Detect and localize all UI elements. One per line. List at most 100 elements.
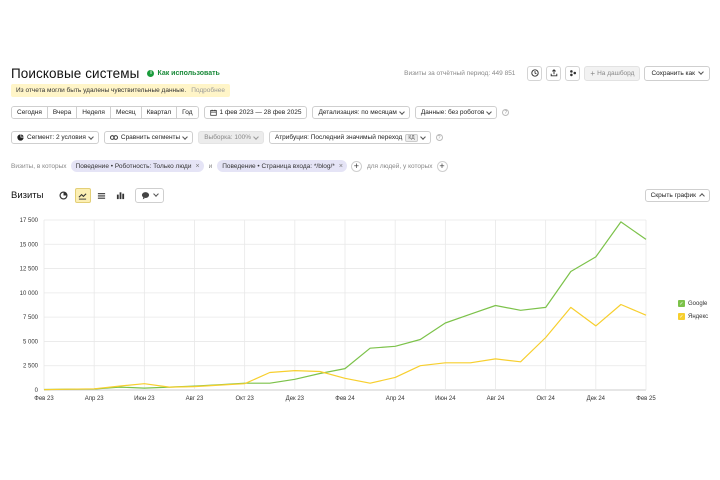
period-today[interactable]: Сегодня (12, 107, 48, 118)
period-year[interactable]: Год (177, 107, 198, 118)
sample-label: Выборка: 100% (204, 134, 252, 141)
info-icon: i (147, 69, 155, 77)
how-to-use-label: Как использовать (157, 69, 220, 77)
filter-conjunction: и (208, 162, 213, 170)
period-week[interactable]: Неделя (77, 107, 111, 118)
y-axis: 0 2 500 5 000 7 500 10 000 12 500 15 000 17 500 (20, 218, 39, 394)
calendar-icon (209, 109, 217, 116)
y-tick-label: 17 500 (20, 218, 39, 224)
chevron-down-icon (399, 108, 405, 115)
chevron-down-icon (253, 133, 259, 140)
report-header: Поисковые системы i Как использовать Виз… (11, 63, 710, 83)
hide-chart-button[interactable]: Скрыть график (644, 188, 710, 202)
x-tick-label: Июн 24 (435, 396, 456, 402)
x-tick-label: Апр 24 (386, 396, 406, 402)
help-icon[interactable]: ? (502, 109, 510, 116)
x-tick-label: Июн 23 (134, 396, 155, 402)
add-to-dashboard-label: На дашборд (597, 69, 635, 77)
share-button[interactable] (565, 65, 581, 81)
filter-conditions: Визиты, в которых Поведение • Роботность… (11, 160, 448, 172)
chart-legend: ✓ Google ✓ Яндекс (678, 300, 708, 326)
export-button[interactable] (546, 65, 562, 81)
chart-header: Визиты Скрыть график (11, 187, 710, 203)
sample-dropdown[interactable]: Выборка: 100% (198, 131, 265, 144)
checkbox-icon[interactable]: ✓ (678, 313, 685, 320)
filter-chip-entry-page[interactable]: Поведение • Страница входа: */blog/* × (217, 160, 347, 172)
bar-chart-icon (116, 191, 125, 199)
share-icon (570, 70, 576, 77)
annotations-dropdown[interactable] (134, 187, 164, 203)
compare-segments-dropdown[interactable]: Сравнить сегменты (103, 131, 194, 144)
history-button[interactable] (527, 65, 543, 81)
chevron-down-icon (419, 133, 426, 140)
upload-icon (550, 69, 558, 77)
detail-dropdown[interactable]: Детализация: по месяцам (312, 106, 410, 119)
add-to-dashboard-button[interactable]: + На дашборд (584, 65, 641, 81)
y-tick-label: 10 000 (20, 291, 39, 297)
detail-label: Детализация: по месяцам (318, 109, 397, 116)
x-tick-label: Фев 23 (34, 396, 54, 402)
bar-chart-button[interactable] (113, 188, 129, 203)
chart-series (43, 221, 647, 391)
chevron-down-icon (88, 133, 94, 140)
period-month[interactable]: Месяц (110, 107, 142, 118)
area-chart-button[interactable] (94, 188, 110, 203)
stacked-area-icon (97, 192, 106, 199)
filter-prefix: Визиты, в которых (11, 162, 67, 170)
notice-more-link[interactable]: Подробнее (191, 87, 225, 94)
filter-chip-robots[interactable]: Поведение • Роботность: Только люди × (70, 160, 204, 172)
period-yesterday[interactable]: Вчера (47, 107, 78, 118)
legend-item-yandex[interactable]: ✓ Яндекс (678, 313, 708, 320)
y-tick-label: 5 000 (23, 339, 39, 345)
legend-item-google[interactable]: ✓ Google (678, 300, 708, 307)
x-tick-label: Окт 24 (536, 396, 555, 402)
chevron-down-icon (152, 191, 159, 197)
hide-chart-label: Скрыть график (650, 191, 696, 199)
close-icon[interactable]: × (338, 162, 343, 170)
x-tick-label: Дек 24 (587, 396, 606, 402)
period-quarter[interactable]: Квартал (141, 107, 178, 118)
visits-line-chart[interactable]: 0 2 500 5 000 7 500 10 000 12 500 15 000 17 500… (0, 210, 720, 410)
close-icon[interactable]: × (195, 162, 200, 170)
attribution-dropdown[interactable]: Атрибуция: Последний значимый переход КД (269, 131, 431, 144)
add-user-filter-button[interactable]: + (436, 160, 448, 172)
x-tick-label: Авг 23 (186, 396, 204, 402)
chevron-down-icon (182, 133, 189, 140)
checkbox-icon[interactable]: ✓ (678, 300, 685, 307)
compare-segments-label: Сравнить сегменты (120, 134, 181, 141)
line-chart-icon (78, 192, 87, 200)
how-to-use-link[interactable]: i Как использовать (147, 69, 220, 77)
chevron-down-icon (486, 108, 493, 115)
y-tick-label: 2 500 (23, 364, 39, 370)
sensitive-data-notice: Из отчета могли быть удалены чувствитель… (11, 84, 230, 97)
add-visit-filter-button[interactable]: + (350, 160, 362, 172)
date-range-picker[interactable]: 1 фев 2023 — 28 фев 2025 (203, 106, 308, 119)
help-icon[interactable]: ? (435, 134, 443, 141)
pie-chart-icon (59, 190, 68, 200)
segment-label: Сегмент: 2 условия (27, 134, 86, 141)
series-line-yandex (43, 303, 647, 391)
attribution-kd-badge: КД (405, 133, 418, 142)
x-tick-label: Дек 23 (286, 396, 305, 402)
save-as-label: Сохранить как (651, 69, 695, 77)
y-tick-label: 0 (35, 388, 39, 394)
x-tick-label: Окт 23 (235, 396, 254, 402)
x-tick-label: Апр 23 (85, 396, 105, 402)
metric-label: Визиты (11, 189, 44, 201)
x-tick-label: Фев 25 (636, 396, 656, 402)
filter-chip-label: Поведение • Страница входа: */blog/* (222, 162, 335, 170)
chevron-up-icon (699, 193, 705, 199)
line-chart-button[interactable] (74, 187, 91, 203)
header-actions: Визиты за отчётный период: 449 851 + На … (404, 65, 710, 81)
filter-chip-label: Поведение • Роботность: Только люди (75, 162, 192, 170)
x-tick-label: Фев 24 (335, 396, 355, 402)
data-dropdown[interactable]: Данные: без роботов (414, 106, 498, 119)
save-as-button[interactable]: Сохранить как (644, 65, 710, 81)
segment-dropdown[interactable]: Сегмент: 2 условия (11, 131, 99, 144)
pie-chart-button[interactable] (56, 188, 72, 203)
notice-text: Из отчета могли быть удалены чувствитель… (16, 87, 187, 94)
x-tick-label: Авг 24 (487, 396, 505, 402)
y-tick-label: 7 500 (23, 315, 39, 321)
x-axis: Фев 23 Апр 23 Июн 23 Авг 23 Окт 23 Дек 23 Фев … (34, 396, 656, 402)
legend-label-google: Google (688, 300, 708, 307)
